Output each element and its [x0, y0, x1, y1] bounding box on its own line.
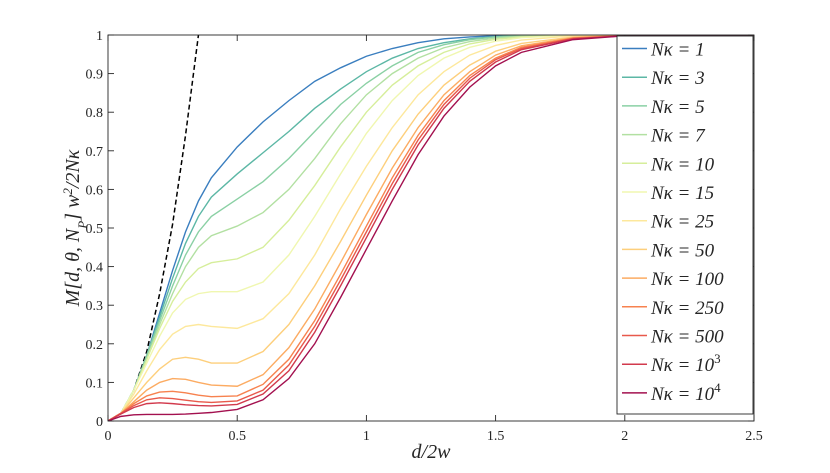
tick-layer: 0 0.5 1 1.5 2 2.5 0 0.1 0.2 0.3 0.4 0.5 0.6 0.7 0.8 0.9… [86, 29, 763, 444]
y-tick-label: 0.8 [86, 106, 104, 121]
legend-label: Nκ = 50 [650, 240, 715, 261]
y-tick-label: 0.1 [86, 376, 104, 391]
legend-label: Nκ = 3 [650, 68, 705, 89]
x-tick-label: 2.5 [745, 429, 763, 444]
y-tick-label: 1 [96, 29, 103, 44]
legend-label: Nκ = 15 [650, 183, 714, 204]
x-axis-label: d/2w [412, 441, 452, 463]
x-tick-label: 0 [105, 429, 112, 444]
series-line-4 [108, 35, 754, 421]
legend-items: Nκ = 1 Nκ = 3 Nκ = 5 Nκ = 7 Nκ = 10 Nκ = 15 Nκ… [622, 40, 724, 405]
legend-label: Nκ = 10 [650, 154, 715, 175]
legend-label: Nκ = 104 [650, 380, 721, 405]
legend-box [616, 35, 754, 415]
legend-label: Nκ = 5 [650, 97, 705, 118]
legend-label: Nκ = 25 [650, 212, 714, 233]
legend-label: Nκ = 7 [650, 126, 706, 147]
legend-label: Nκ = 500 [650, 327, 724, 348]
series-line-3 [108, 35, 754, 421]
y-tick-label: 0.3 [86, 299, 104, 314]
y-axis-label: M[d, θ, NP] w2/2Nκ [60, 149, 90, 307]
series-line-12 [108, 35, 754, 421]
y-tick-label: 0.2 [86, 338, 104, 353]
series-line-8 [108, 35, 754, 421]
legend-label: Nκ = 1 [650, 40, 705, 61]
series-line-6 [108, 35, 754, 421]
x-tick-label: 1 [363, 429, 370, 444]
series-line-10 [108, 35, 754, 421]
y-tick-label: 0 [96, 415, 103, 430]
series-line-5 [108, 35, 754, 421]
series-line-9 [108, 35, 754, 421]
x-tick-label: 2 [621, 429, 628, 444]
legend-label: Nκ = 103 [650, 351, 721, 376]
legend: Nκ = 1 Nκ = 3 Nκ = 5 Nκ = 7 Nκ = 10 Nκ = 15 Nκ… [616, 35, 754, 415]
series-line-13 [108, 35, 754, 421]
y-tick-label: 0.6 [86, 183, 104, 198]
x-tick-label: 1.5 [487, 429, 505, 444]
legend-label: Nκ = 250 [650, 298, 724, 319]
series-line-11 [108, 35, 754, 421]
series-layer [108, 35, 754, 421]
y-tick-label: 0.5 [86, 222, 104, 237]
series-line-7 [108, 35, 754, 421]
series-line-1 [108, 35, 754, 421]
y-tick-label: 0.7 [86, 145, 104, 160]
legend-label: Nκ = 100 [650, 269, 724, 290]
y-tick-label: 0.9 [86, 68, 104, 83]
x-tick-label: 0.5 [228, 429, 246, 444]
y-tick-label: 0.4 [86, 261, 104, 276]
